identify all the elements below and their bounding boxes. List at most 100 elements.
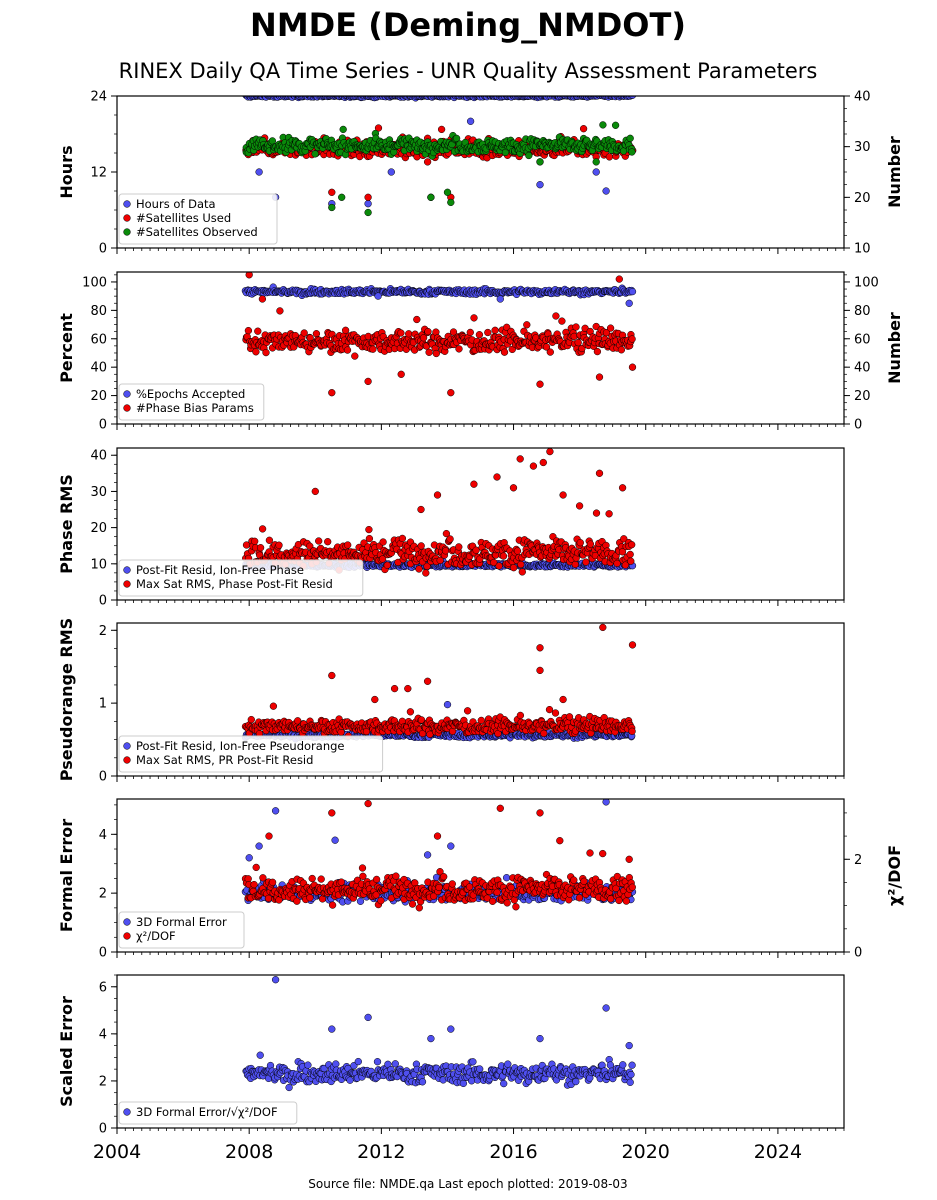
y-tick-label: 60 (90, 332, 107, 347)
y-tick-label: 1 (99, 697, 107, 712)
outlier-point (615, 275, 623, 283)
point (365, 534, 374, 543)
point (502, 874, 511, 882)
point (265, 536, 274, 544)
y-tick-label: 30 (90, 485, 107, 500)
point (259, 874, 267, 882)
point (328, 901, 337, 909)
point (252, 863, 260, 872)
point (628, 287, 637, 296)
y-tick-label: 0 (99, 770, 107, 785)
legend-box (118, 193, 278, 245)
point (629, 96, 637, 99)
y-tick-label: 100 (82, 275, 107, 290)
point (491, 326, 499, 334)
point (324, 538, 332, 546)
outlier-point (496, 295, 504, 303)
point (517, 560, 525, 569)
point (500, 348, 509, 356)
point (477, 716, 485, 725)
y2-tick-label: 0 (854, 418, 862, 433)
point (571, 560, 579, 569)
outlier-point (599, 623, 607, 632)
outlier-point (364, 200, 372, 208)
point (470, 314, 478, 322)
point (605, 153, 614, 161)
y2-axis-label: Number (885, 136, 904, 208)
series-hours-2 (242, 121, 636, 217)
point (417, 716, 426, 724)
y-tick-label: 0 (99, 594, 107, 609)
point (247, 715, 255, 724)
outlier-point (470, 480, 478, 488)
outlier-point (433, 491, 442, 499)
point (378, 555, 387, 563)
point (423, 562, 431, 570)
outlier-point (374, 292, 382, 300)
point (484, 328, 492, 337)
point (442, 529, 451, 538)
point (455, 345, 463, 353)
outlier-point (423, 851, 432, 859)
point (621, 561, 630, 569)
outlier-point (423, 158, 432, 166)
point (432, 349, 440, 358)
outlier-point (628, 641, 637, 649)
point (252, 348, 260, 356)
point (424, 327, 432, 336)
point (293, 897, 301, 905)
point (317, 875, 325, 883)
point (422, 569, 430, 577)
point (372, 875, 381, 884)
outlier-point (447, 198, 455, 207)
point (604, 89, 611, 96)
outlier-point (493, 473, 501, 481)
point (617, 346, 626, 354)
outlier-point (271, 807, 280, 815)
point (565, 713, 574, 721)
outlier-point (592, 168, 600, 176)
outlier-point (516, 455, 524, 463)
outlier-point (536, 644, 544, 652)
point (613, 559, 621, 568)
point (558, 317, 566, 325)
y-tick-label: 24 (90, 90, 107, 105)
point (475, 331, 484, 339)
point (446, 535, 454, 543)
y2-tick-label: 30 (854, 140, 871, 155)
point (542, 343, 551, 351)
point (337, 878, 345, 886)
y-axis-label: Phase RMS (57, 474, 76, 574)
outlier-point (387, 168, 395, 176)
point (611, 121, 620, 129)
point (605, 510, 613, 518)
y-tick-label: 10 (90, 557, 107, 572)
outlier-point (390, 684, 399, 693)
point (463, 707, 472, 715)
outlier-point (331, 836, 339, 844)
outlier-point (417, 505, 425, 514)
point (417, 542, 425, 550)
point (358, 864, 367, 872)
point (425, 348, 433, 356)
point (628, 148, 636, 156)
point (495, 562, 503, 570)
point (276, 307, 284, 315)
point (592, 509, 601, 517)
legend-marker (123, 214, 131, 222)
point (513, 547, 522, 555)
outlier-point (328, 188, 336, 196)
point (268, 878, 277, 886)
outlier-point (602, 187, 610, 195)
point (398, 534, 407, 543)
point (546, 348, 554, 356)
point (441, 547, 450, 555)
outlier-point (255, 842, 263, 850)
series-pseudorange_rms-1 (241, 623, 637, 740)
outlier-point (602, 799, 610, 806)
legend-marker (123, 390, 131, 398)
y2-tick-label: 20 (854, 389, 871, 404)
point (455, 543, 463, 551)
